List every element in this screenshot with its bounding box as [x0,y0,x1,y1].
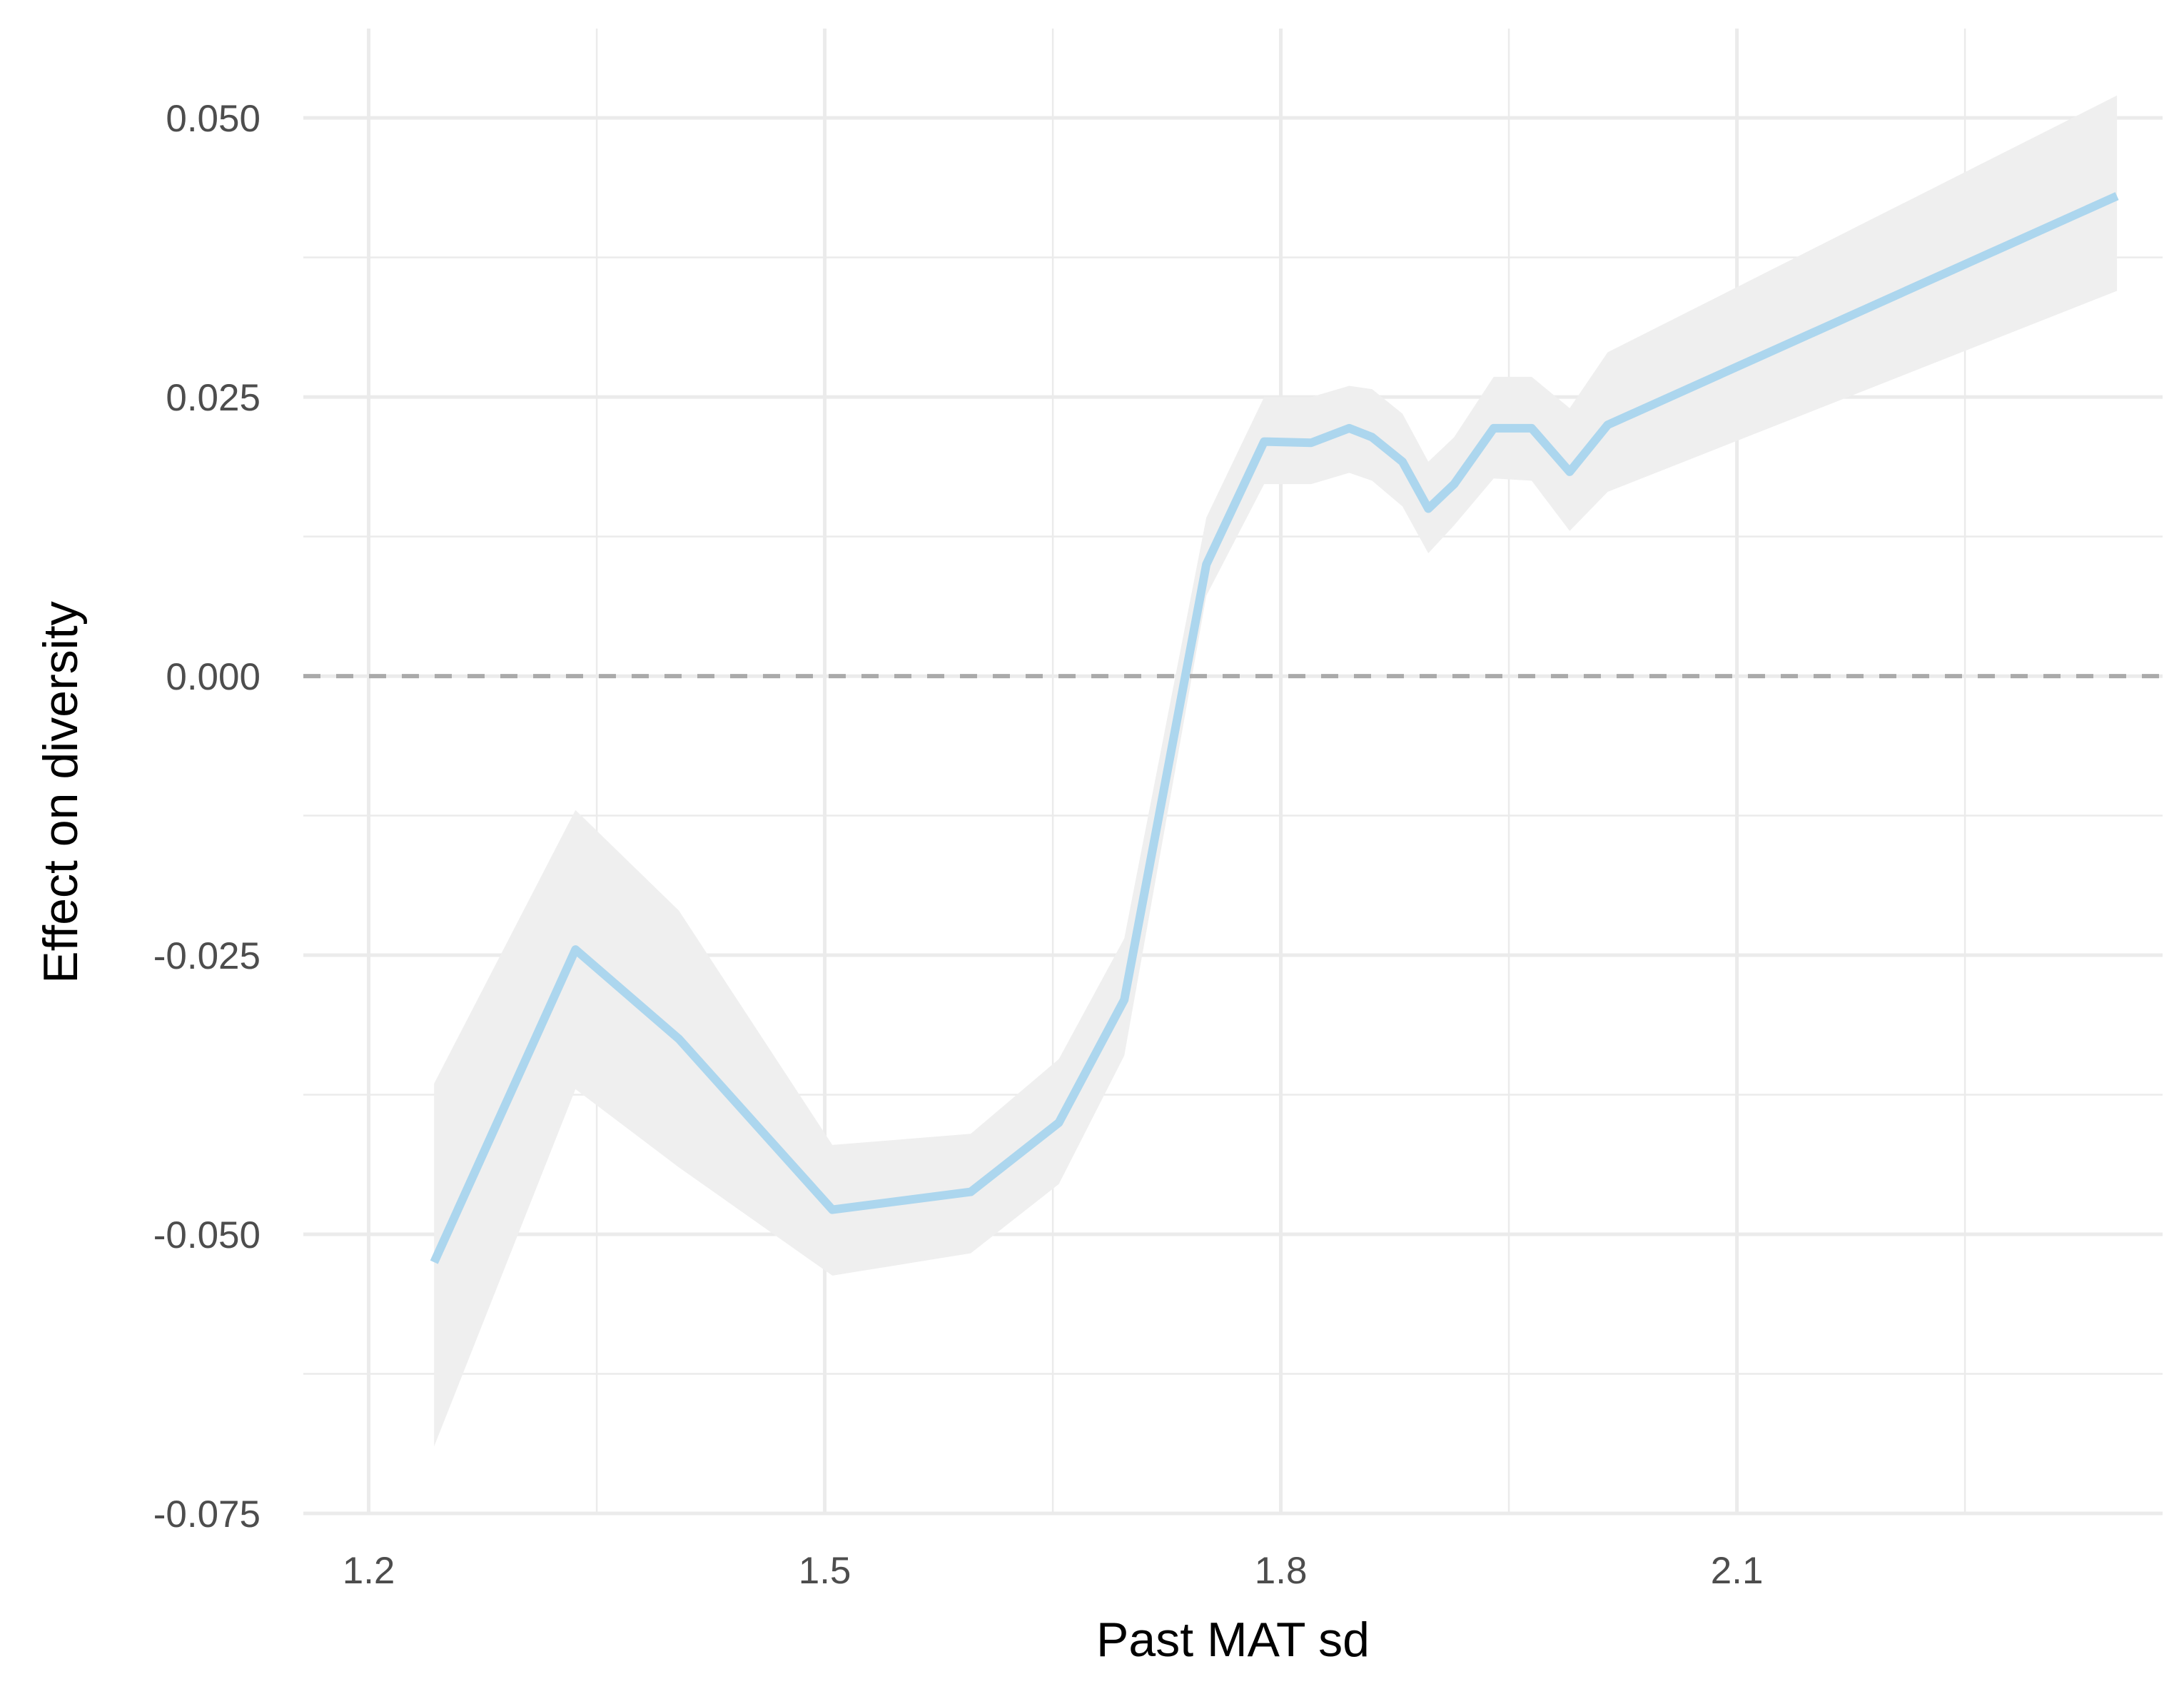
x-axis-title: Past MAT sd [1096,1613,1370,1667]
x-tick-label: 1.2 [343,1550,395,1592]
confidence-band-layer [434,95,2118,1447]
y-tick-label: -0.025 [153,935,261,977]
y-axis-tick-labels: -0.075 -0.050 -0.025 0.000 0.025 0.050 [153,98,261,1536]
confidence-band [434,95,2118,1447]
series-line [430,192,2119,1264]
x-tick-label: 2.1 [1711,1550,1764,1592]
y-axis-title: Effect on diversity [34,601,88,983]
y-tick-label: 0.025 [166,377,261,419]
series-line-layer [430,192,2119,1264]
y-tick-label: -0.075 [153,1493,261,1536]
x-axis-tick-labels: 1.2 1.5 1.8 2.1 [343,1550,1764,1592]
y-tick-label: -0.050 [153,1214,261,1256]
x-tick-label: 1.8 [1255,1550,1308,1592]
y-tick-label: 0.000 [166,656,261,698]
x-tick-label: 1.5 [799,1550,851,1592]
y-tick-label: 0.050 [166,98,261,140]
